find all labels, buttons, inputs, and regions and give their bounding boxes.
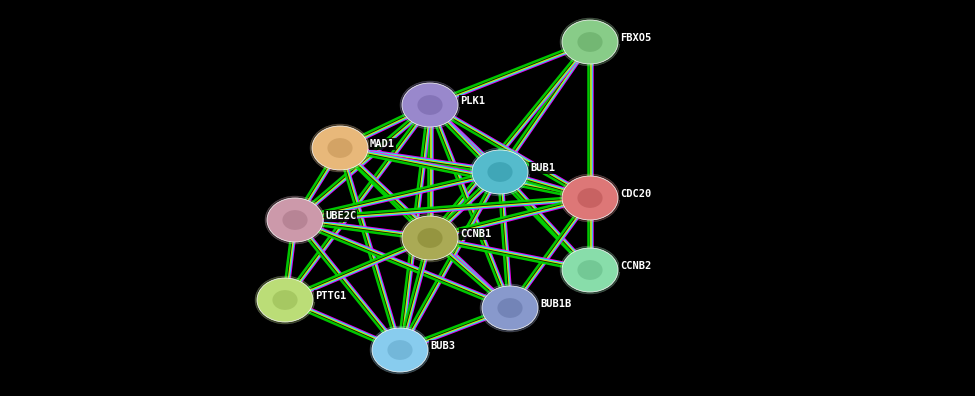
Ellipse shape [577, 32, 603, 52]
Ellipse shape [472, 150, 528, 194]
Ellipse shape [560, 18, 620, 66]
Ellipse shape [562, 176, 618, 220]
Ellipse shape [497, 298, 523, 318]
Ellipse shape [402, 83, 458, 127]
Text: PLK1: PLK1 [460, 96, 485, 106]
Ellipse shape [488, 162, 513, 182]
Ellipse shape [312, 126, 368, 170]
Ellipse shape [560, 174, 620, 222]
Ellipse shape [372, 328, 428, 372]
Text: PTTG1: PTTG1 [315, 291, 346, 301]
Ellipse shape [400, 214, 460, 262]
Ellipse shape [417, 95, 443, 115]
Text: BUB1B: BUB1B [540, 299, 571, 309]
Ellipse shape [255, 276, 315, 324]
Ellipse shape [328, 138, 353, 158]
Text: CDC20: CDC20 [620, 189, 651, 199]
Ellipse shape [562, 20, 618, 64]
Ellipse shape [482, 286, 538, 330]
Ellipse shape [577, 260, 603, 280]
Ellipse shape [265, 196, 325, 244]
Text: UBE2C: UBE2C [325, 211, 356, 221]
Ellipse shape [480, 284, 540, 332]
Ellipse shape [402, 216, 458, 260]
Ellipse shape [310, 124, 370, 172]
Ellipse shape [400, 81, 460, 129]
Text: BUB1: BUB1 [530, 163, 555, 173]
Ellipse shape [267, 198, 323, 242]
Ellipse shape [387, 340, 412, 360]
Ellipse shape [577, 188, 603, 208]
Ellipse shape [370, 326, 430, 374]
Ellipse shape [417, 228, 443, 248]
Text: FBXO5: FBXO5 [620, 33, 651, 43]
Text: BUB3: BUB3 [430, 341, 455, 351]
Text: MAD1: MAD1 [370, 139, 395, 149]
Ellipse shape [272, 290, 297, 310]
Ellipse shape [560, 246, 620, 294]
Ellipse shape [257, 278, 313, 322]
Ellipse shape [562, 248, 618, 292]
Ellipse shape [283, 210, 307, 230]
Ellipse shape [470, 148, 530, 196]
Text: CCNB2: CCNB2 [620, 261, 651, 271]
Text: CCNB1: CCNB1 [460, 229, 491, 239]
